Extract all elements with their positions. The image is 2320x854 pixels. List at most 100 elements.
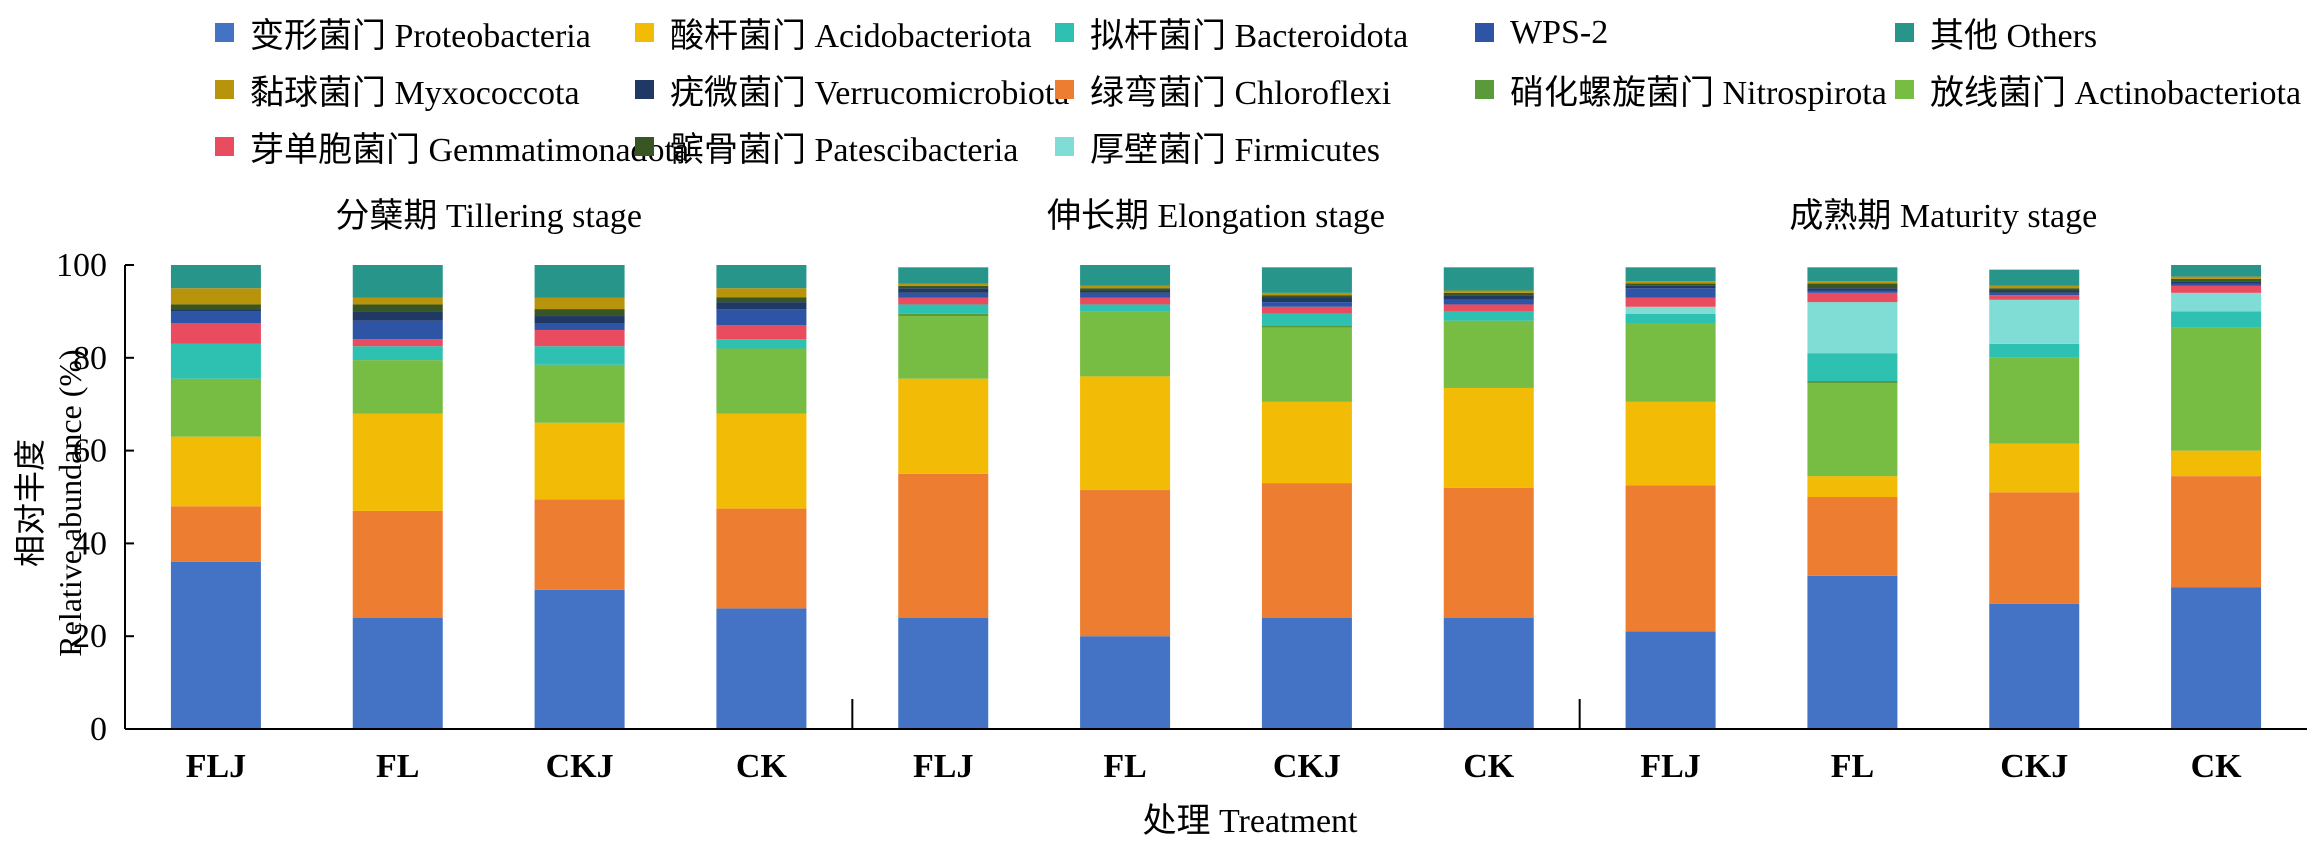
bar-segment-others [2171,265,2262,277]
legend-row: 黏球菌门 Myxococcota 疣微菌门 Verrucomicrobiota 绿弯… [215,61,2315,118]
bar-segment-others [170,265,261,289]
bar-segment-firmicutes [1807,302,1898,354]
bar-segment-acidobacteriota [716,413,807,509]
bar-segment-myxococcota [716,288,807,298]
legend-swatch [1055,137,1074,156]
bar-segment-gemmatimonadota [170,323,261,344]
bar-segment-wps-2 [352,320,443,340]
bar-segment-acidobacteriota [2171,450,2262,477]
x-tick-label: CK [1463,748,1515,785]
bar-segment-wps-2 [1443,299,1534,305]
bar-segment-patescibacteria [716,297,807,303]
legend-swatch [215,137,234,156]
legend-item-acidobacteriota: 酸杆菌门 Acidobacteriota [635,8,1055,57]
bar-segment-gemmatimonadota [352,339,443,347]
legend-row: 变形菌门 Proteobacteria 酸杆菌门 Acidobacteriota 拟… [215,4,2315,61]
bar-segment-gemmatimonadota [534,329,625,347]
legend-item-firmicutes: 厚壁菌门 Firmicutes [1055,122,1475,171]
bar-stack-ckj [534,265,625,729]
legend-swatch [1475,80,1494,99]
axes-layer: 0 20 40 60 80 100 FLJ FL CKJ CK FLJ FL CKJ CK FLJ FL CKJ… [56,247,2307,785]
x-axis-title: 处理 Treatment [1142,803,1358,840]
y-tick-label: 80 [73,340,107,377]
bar-segment-verrucomicrobiota [1261,297,1352,303]
bar-segment-chloroflexi [1261,483,1352,618]
bar-segment-nitrospirota [898,313,989,317]
bar-segment-chloroflexi [716,508,807,609]
bar-segment-bacteroidota [1989,343,2080,358]
bar-segment-myxococcota [1443,290,1534,293]
bar-stack-ck [1443,267,1534,729]
bar-segment-gemmatimonadota [1807,292,1898,303]
legend-item-gemmatimonadota: 芽单胞菌门 Gemmatimonadota [215,122,689,171]
bar-segment-verrucomicrobiota [1625,285,1716,289]
bar-segment-bacteroidota [1443,311,1534,321]
bar-segment-others [352,265,443,298]
bar-segment-myxococcota [898,283,989,286]
bar-segment-myxococcota [1261,292,1352,296]
bar-segment-actinobacteriota [1080,311,1171,377]
bar-segment-wps-2 [1080,292,1171,298]
legend-label: 变形菌门 Proteobacteria [250,18,591,55]
bar-segment-others [1989,269,2080,286]
legend-label: 黏球菌门 Myxococcota [250,75,580,112]
labels-layer: 分蘖期 Tillering stage 伸长期 Elongation stage… [12,197,2097,840]
bar-segment-gemmatimonadota [898,297,989,305]
x-tick-label: CKJ [1273,748,1341,785]
bar-segment-acidobacteriota [170,436,261,507]
bar-stack-ckj [1261,267,1352,729]
bar-segment-proteobacteria [534,589,625,729]
bar-segment-patescibacteria [1625,283,1716,286]
bar-segment-proteobacteria [1080,636,1171,729]
bar-segment-chloroflexi [1625,485,1716,632]
bar-stack-ck [2171,265,2262,729]
legend-swatch [215,80,234,99]
legend-item-bacteroidota: 拟杆菌门 Bacteroidota [1055,8,1475,57]
legend-item-chloroflexi: 绿弯菌门 Chloroflexi [1055,65,1475,114]
bar-segment-patescibacteria [352,304,443,312]
bar-segment-patescibacteria [1989,288,2080,291]
bar-segment-verrucomicrobiota [1989,290,2080,293]
bar-segment-proteobacteria [716,608,807,729]
legend-label: 硝化螺旋菌门 Nitrospirota [1510,75,1887,112]
bar-segment-verrucomicrobiota [534,316,625,323]
legend-swatch [215,23,234,42]
bars-layer [170,265,2262,729]
legend-swatch [635,80,654,99]
bar-segment-chloroflexi [1080,490,1171,637]
legend-swatch [635,137,654,156]
bar-segment-firmicutes [2171,292,2262,312]
bar-segment-verrucomicrobiota [1080,290,1171,293]
legend-item-others: 其他 Others [1895,8,2315,57]
bar-stack-fl [1807,267,1898,729]
bar-segment-gemmatimonadota [1443,304,1534,312]
bar-segment-wps-2 [534,323,625,330]
bar-segment-bacteroidota [898,304,989,314]
bar-segment-chloroflexi [170,506,261,562]
legend-label: 厚壁菌门 Firmicutes [1090,132,1380,169]
bar-segment-proteobacteria [170,561,261,729]
bar-segment-wps-2 [1261,302,1352,307]
bar-stack-fl [1080,265,1171,729]
legend-label: 芽单胞菌门 Gemmatimonadota [250,132,690,169]
x-tick-label: CKJ [546,748,614,785]
y-axis-title-en: Relative abundance (%) [52,349,88,656]
bar-segment-others [1625,267,1716,282]
bar-segment-patescibacteria [1261,295,1352,298]
bar-segment-actinobacteriota [1261,327,1352,402]
bar-segment-acidobacteriota [1443,387,1534,488]
panel-title-elongation: 伸长期 Elongation stage [1047,198,1385,235]
bar-segment-patescibacteria [1807,283,1898,289]
bar-segment-nitrospirota [1807,381,1898,384]
bar-segment-verrucomicrobiota [352,311,443,321]
panel-title-tillering: 分蘖期 Tillering stage [335,197,642,235]
bar-segment-patescibacteria [534,309,625,317]
bar-segment-actinobacteriota [1625,323,1716,402]
bar-segment-gemmatimonadota [1989,295,2080,300]
bar-stack-ck [716,265,807,729]
bar-segment-proteobacteria [2171,587,2262,729]
bar-segment-firmicutes [1989,299,2080,344]
legend-item-patescibacteria: 髌骨菌门 Patescibacteria [635,122,1055,171]
bar-segment-bacteroidota [534,346,625,365]
legend-label: 绿弯菌门 Chloroflexi [1090,75,1392,112]
